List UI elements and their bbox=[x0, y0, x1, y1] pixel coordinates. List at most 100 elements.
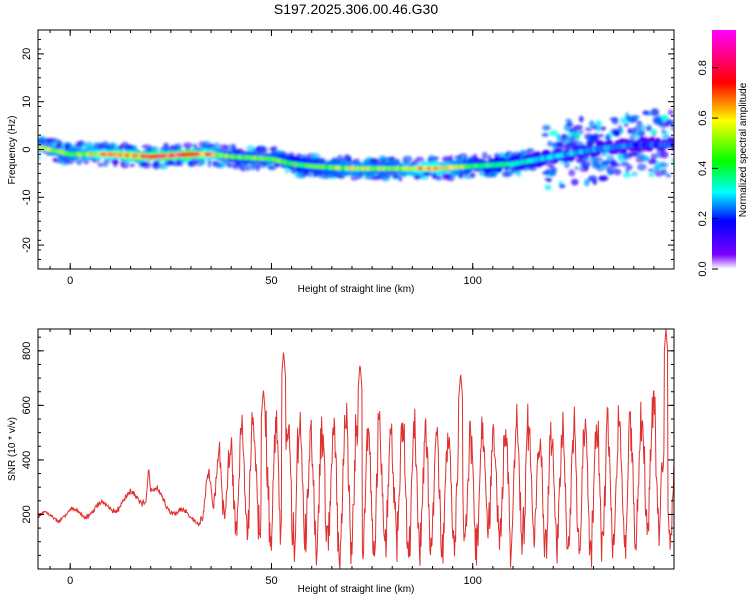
spectrogram-blob bbox=[612, 129, 621, 136]
spectrogram-blob bbox=[541, 133, 549, 137]
spectrogram-haze bbox=[435, 175, 443, 181]
snr-xtick-label: 50 bbox=[265, 575, 277, 587]
spectrogram-haze bbox=[246, 165, 251, 172]
spectrogram-ylabel: Frequency (Hz) bbox=[7, 116, 18, 185]
spectrogram-haze bbox=[299, 154, 309, 159]
spectrogram-haze bbox=[415, 156, 425, 163]
spectrogram-blob bbox=[573, 125, 583, 130]
spectrogram-blob bbox=[599, 126, 606, 131]
spectrogram-ytick-label: 10 bbox=[21, 96, 33, 108]
spectrogram-haze bbox=[545, 160, 555, 168]
spectrogram-blob bbox=[573, 131, 581, 140]
spectrogram-blob bbox=[662, 114, 669, 121]
spectrogram-haze bbox=[645, 126, 653, 132]
spectrogram-blob bbox=[653, 164, 661, 170]
spectrogram-haze bbox=[663, 130, 669, 137]
chart-title: S197.2025.306.00.46.G30 bbox=[274, 1, 438, 17]
spectrogram-haze bbox=[597, 133, 604, 138]
spectrogram-blob bbox=[623, 123, 629, 127]
spectrogram-haze bbox=[626, 164, 633, 171]
spectrogram-panel: 0 50 100 -20 -10 0 10 20 Height of straight lin… bbox=[7, 29, 675, 295]
spectrogram-xtick-label: 0 bbox=[67, 275, 73, 287]
spectrogram-haze bbox=[142, 161, 152, 169]
colorbar-tick-label: 0.8 bbox=[697, 60, 709, 75]
spectrogram-blob bbox=[590, 134, 599, 142]
spectrogram-xlabel: Height of straight line (km) bbox=[298, 284, 415, 295]
spectrogram-blob bbox=[544, 184, 552, 191]
spectrogram-blob bbox=[608, 170, 614, 175]
spectrogram-haze bbox=[670, 126, 674, 131]
colorbar-tick-label: 0.0 bbox=[697, 261, 709, 276]
colorbar-gradient bbox=[712, 30, 736, 269]
spectrogram-haze bbox=[213, 142, 221, 149]
spectrogram-blob bbox=[595, 120, 602, 127]
snr-ylabel: SNR (10 * v/v) bbox=[7, 417, 18, 481]
spectrogram-blob bbox=[610, 159, 617, 166]
spectrogram-haze bbox=[658, 162, 669, 168]
spectrogram-ytick-label: -10 bbox=[21, 189, 33, 205]
spectrogram-haze bbox=[469, 171, 476, 178]
spectrogram-haze bbox=[561, 133, 568, 139]
spectrogram-haze bbox=[606, 155, 615, 162]
spectrogram-blob bbox=[642, 110, 650, 116]
spectrogram-blob bbox=[566, 121, 573, 128]
spectrogram-blob bbox=[630, 115, 640, 119]
spectrogram-blob bbox=[566, 141, 577, 147]
spectrogram-xtick-label: 50 bbox=[265, 275, 277, 287]
spectrogram-haze bbox=[613, 168, 622, 176]
colorbar-ticks: 0.0 0.2 0.4 0.6 0.8 bbox=[697, 60, 718, 277]
spectrogram-blob bbox=[575, 157, 586, 164]
spectrogram-haze bbox=[262, 146, 268, 155]
spectrogram-blob bbox=[542, 171, 549, 175]
snr-frame bbox=[37, 328, 675, 570]
spectrogram-blob bbox=[571, 178, 579, 186]
spectrogram-haze bbox=[347, 156, 352, 163]
spectrogram-blob bbox=[637, 154, 646, 159]
spectrogram-haze bbox=[198, 158, 207, 166]
spectrogram-haze bbox=[648, 168, 655, 173]
snr-axes: 0 50 100 200 400 600 800 bbox=[21, 329, 675, 587]
snr-xtick-label: 100 bbox=[464, 575, 482, 587]
spectrogram-haze bbox=[268, 165, 277, 171]
spectrogram-blob bbox=[626, 115, 632, 122]
spectrogram-haze bbox=[448, 154, 454, 161]
spectrogram-blob bbox=[627, 151, 638, 157]
colorbar-label: Normalized spectral amplitude bbox=[738, 82, 749, 217]
spectrogram-blob bbox=[659, 151, 669, 159]
spectrogram-haze bbox=[564, 161, 570, 169]
spectrogram-haze bbox=[182, 142, 193, 149]
spectrogram-blob bbox=[559, 183, 566, 189]
spectrogram-haze bbox=[637, 163, 647, 171]
spectrogram-haze bbox=[385, 173, 392, 178]
spectrogram-blob bbox=[556, 133, 561, 142]
spectrogram-haze bbox=[568, 169, 576, 177]
spectrogram-blob bbox=[609, 117, 619, 122]
snr-ytick-label: 800 bbox=[21, 342, 33, 360]
spectrogram-blob bbox=[650, 128, 657, 135]
snr-xtick-label: 0 bbox=[67, 575, 73, 587]
spectrogram-blob bbox=[546, 178, 552, 183]
spectrogram-haze bbox=[631, 171, 638, 177]
colorbar-tick-label: 0.4 bbox=[697, 161, 709, 176]
spectrogram-haze bbox=[207, 158, 212, 163]
spectrogram-haze bbox=[38, 155, 41, 160]
spectrogram-haze bbox=[596, 125, 601, 133]
spectrogram-blob bbox=[587, 175, 598, 182]
spectrogram-haze bbox=[56, 140, 63, 148]
spectrogram-blob bbox=[638, 130, 646, 137]
spectrogram-blob bbox=[549, 130, 558, 137]
spectrogram-blob bbox=[583, 178, 590, 187]
spectrogram-haze bbox=[339, 175, 346, 179]
spectrogram-xtick-label: 100 bbox=[464, 275, 482, 287]
spectrogram-haze bbox=[120, 161, 130, 169]
spectrogram-haze bbox=[217, 162, 227, 169]
spectrogram-blob bbox=[578, 115, 584, 123]
spectrogram-blob bbox=[585, 140, 595, 146]
spectrogram-haze bbox=[113, 160, 118, 168]
spectrogram-haze bbox=[668, 119, 674, 126]
spectrogram-haze bbox=[552, 168, 558, 173]
spectrogram-blob bbox=[589, 120, 595, 129]
snr-xlabel: Height of straight line (km) bbox=[298, 584, 415, 595]
spectrogram-marks bbox=[38, 108, 674, 191]
